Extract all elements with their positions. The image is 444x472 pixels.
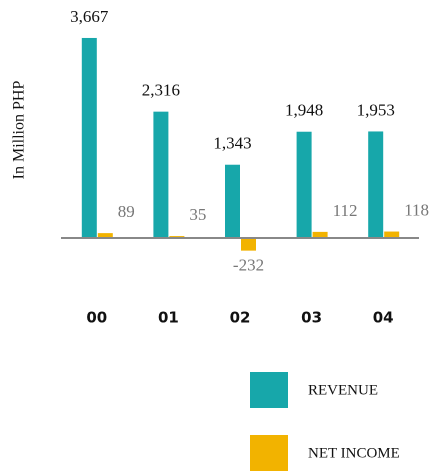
bar [225, 164, 240, 238]
value-label: 3,667 [70, 7, 109, 26]
value-label: 1,948 [285, 101, 323, 120]
bar [296, 131, 312, 238]
y-axis-label: In Million PHP [11, 81, 28, 180]
legend-label: REVENUE [308, 382, 378, 398]
bar [153, 111, 169, 238]
x-tick-label: 03 [301, 309, 322, 327]
bar [81, 37, 97, 238]
x-tick-label: 02 [230, 309, 251, 327]
value-label: -232 [233, 256, 264, 275]
bar [368, 131, 384, 238]
x-tick-label: 01 [158, 309, 179, 327]
bar [241, 237, 256, 251]
value-label: 1,343 [213, 134, 251, 153]
bar [384, 231, 400, 238]
value-label: 1,953 [357, 100, 395, 119]
value-label: 35 [189, 205, 206, 224]
bar [97, 233, 113, 238]
value-label: 118 [404, 200, 429, 219]
legend-swatch [250, 372, 288, 408]
value-label: 89 [118, 202, 135, 221]
x-tick-label: 00 [86, 309, 107, 327]
legend-swatch [250, 435, 288, 471]
value-label: 2,316 [142, 81, 180, 100]
x-tick-label: 04 [373, 309, 394, 327]
value-label: 112 [333, 201, 358, 220]
legend-label: NET INCOME [308, 445, 400, 461]
bar [312, 231, 328, 238]
